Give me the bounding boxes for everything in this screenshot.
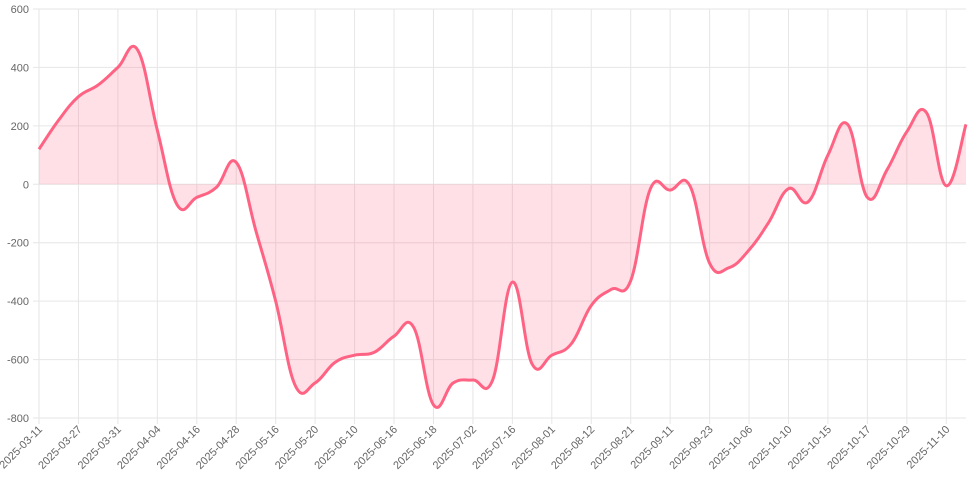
y-tick-label: 400 [11, 62, 29, 74]
y-tick-label: -600 [7, 355, 29, 367]
x-tick-label: 2025-11-10 [905, 424, 953, 472]
y-tick-label: -200 [7, 238, 29, 250]
area [39, 46, 966, 408]
y-tick-label: 200 [11, 121, 29, 133]
y-tick-label: -400 [7, 296, 29, 308]
y-tick-label: -800 [7, 413, 29, 425]
line [37, 44, 968, 409]
y-tick-label: 0 [23, 179, 29, 191]
y-tick-label: 600 [11, 4, 29, 16]
